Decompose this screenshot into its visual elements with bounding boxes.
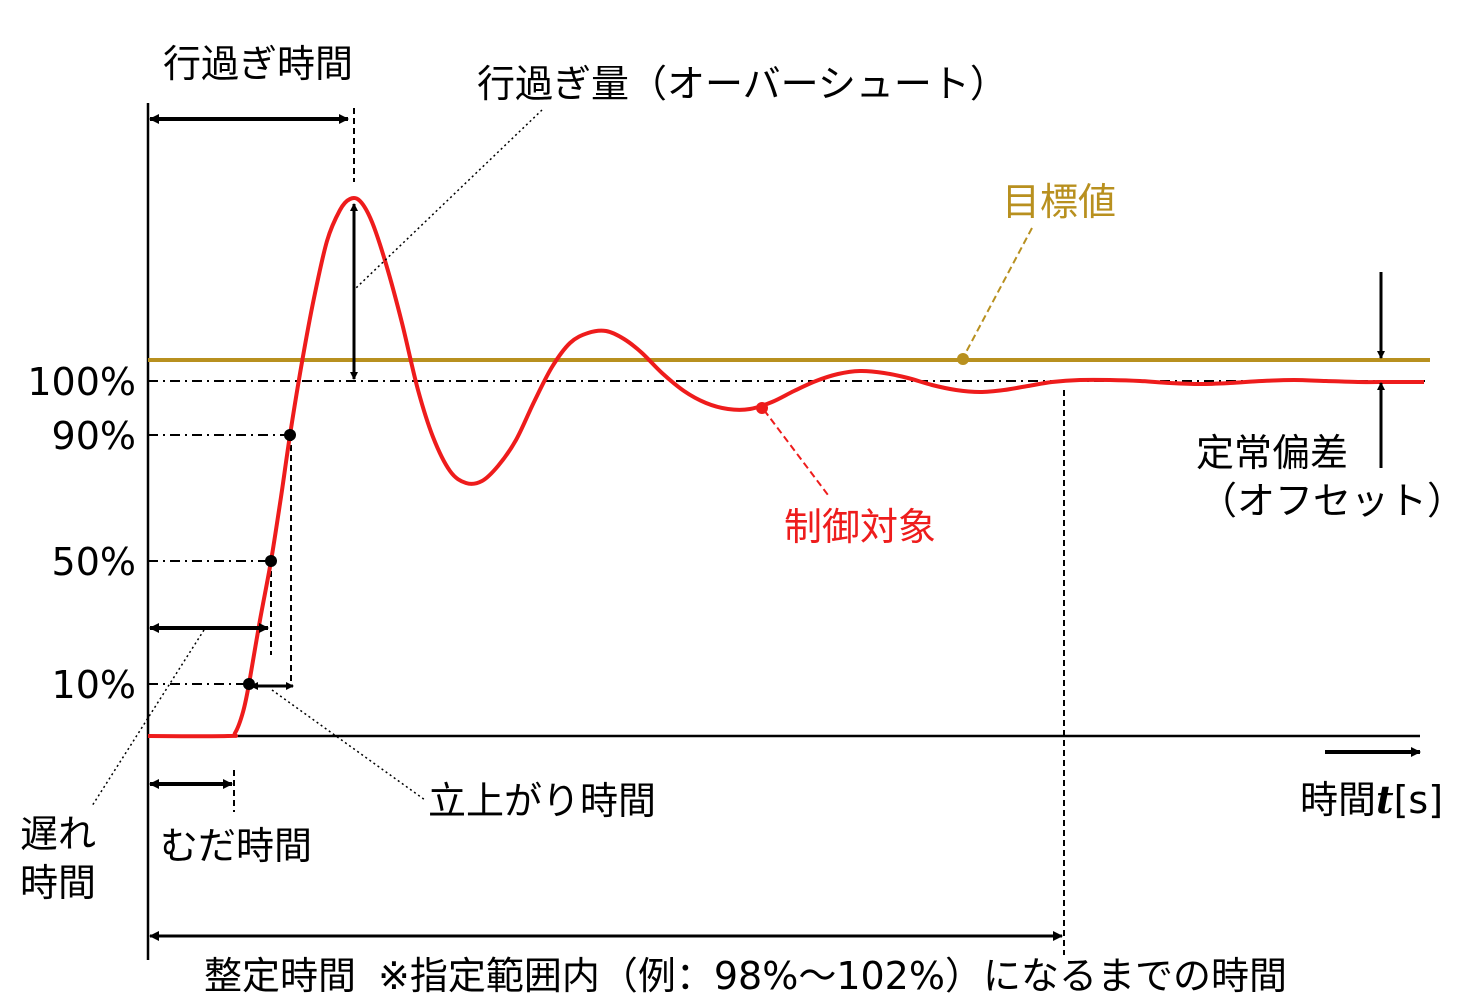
time-axis-word: 時間 [1300, 778, 1376, 822]
point-50 [265, 555, 277, 567]
overshoot-label: 行過ぎ量（オーバーシュート） [477, 62, 1008, 106]
controlled-object-label: 制御対象 [784, 505, 936, 549]
dead-time-label: むだ時間 [160, 824, 312, 868]
settling-note: ※指定範囲内（例：98%〜102%）になるまでの時間 [378, 954, 1287, 998]
level-10-label: 10% [52, 663, 136, 707]
setpoint-dot [957, 353, 969, 365]
offset-label: （オフセット） [1199, 479, 1465, 523]
response-curve [147, 195, 1424, 739]
rise-leader [271, 689, 426, 801]
delay-time-label-2: 時間 [20, 861, 96, 905]
time-unit: [s] [1394, 778, 1443, 822]
level-90-label: 90% [52, 414, 136, 458]
time-symbol: t [1376, 777, 1394, 822]
time-axis-label: 時間t[s] [1300, 777, 1443, 822]
point-90 [284, 429, 296, 441]
setpoint-label: 目標値 [1002, 180, 1116, 224]
rise-time-label: 立上がり時間 [428, 779, 656, 823]
point-10 [243, 678, 255, 690]
overshoot-time-label: 行過ぎ時間 [163, 42, 353, 86]
settling-label: 整定時間 ※指定範囲内（例：98%〜102%）になるまでの時間 [204, 954, 1287, 998]
response-leader [763, 409, 829, 496]
level-50-label: 50% [52, 540, 136, 584]
steady-state-error-label: 定常偏差 [1196, 431, 1348, 475]
setpoint-leader [963, 227, 1033, 357]
level-100-label: 100% [27, 360, 136, 404]
delay-time-label-1: 遅れ [20, 812, 96, 856]
settling-time-word: 整定時間 [204, 954, 356, 998]
